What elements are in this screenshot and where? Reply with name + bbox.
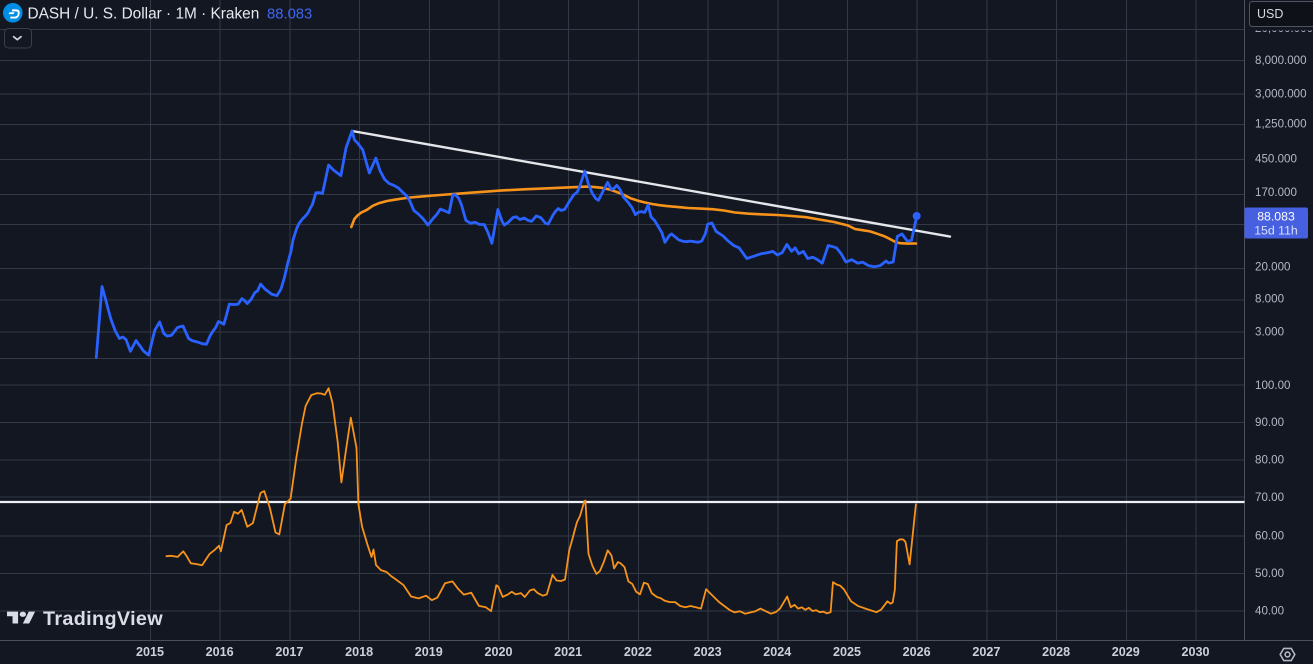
svg-text:8,000.000: 8,000.000	[1255, 54, 1307, 67]
svg-text:2021: 2021	[554, 645, 582, 659]
svg-text:TradingView: TradingView	[43, 608, 163, 630]
svg-text:USD: USD	[1257, 7, 1283, 21]
svg-text:3.000: 3.000	[1255, 326, 1284, 339]
svg-text:2025: 2025	[833, 645, 861, 659]
svg-text:2015: 2015	[136, 645, 164, 659]
svg-text:50.00: 50.00	[1255, 567, 1284, 580]
svg-text:2017: 2017	[275, 645, 303, 659]
svg-text:1,250.000: 1,250.000	[1255, 118, 1307, 131]
svg-text:2020: 2020	[484, 645, 512, 659]
svg-text:2029: 2029	[1112, 645, 1140, 659]
svg-text:8.000: 8.000	[1255, 293, 1284, 306]
svg-text:2022: 2022	[624, 645, 652, 659]
svg-text:2023: 2023	[694, 645, 722, 659]
svg-text:2018: 2018	[345, 645, 373, 659]
svg-text:2024: 2024	[763, 645, 791, 659]
svg-text:2026: 2026	[903, 645, 931, 659]
svg-text:2027: 2027	[972, 645, 1000, 659]
svg-text:88.083: 88.083	[267, 6, 312, 22]
svg-text:2019: 2019	[415, 645, 443, 659]
svg-text:2016: 2016	[206, 645, 234, 659]
svg-text:DASH / U. S. Dollar · 1M · Kra: DASH / U. S. Dollar · 1M · Kraken	[28, 5, 260, 22]
svg-text:170.000: 170.000	[1255, 186, 1297, 199]
svg-text:450.000: 450.000	[1255, 153, 1297, 166]
svg-text:100.00: 100.00	[1255, 379, 1290, 392]
svg-text:2030: 2030	[1181, 645, 1209, 659]
svg-text:60.00: 60.00	[1255, 529, 1284, 542]
svg-text:3,000.000: 3,000.000	[1255, 88, 1307, 101]
svg-text:15d 11h: 15d 11h	[1254, 224, 1298, 238]
svg-text:70.00: 70.00	[1255, 491, 1284, 504]
svg-text:2028: 2028	[1042, 645, 1070, 659]
svg-text:40.00: 40.00	[1255, 605, 1284, 618]
svg-text:80.00: 80.00	[1255, 453, 1284, 466]
svg-text:88.083: 88.083	[1257, 210, 1295, 224]
svg-text:20.000: 20.000	[1255, 261, 1290, 274]
svg-text:90.00: 90.00	[1255, 416, 1284, 429]
